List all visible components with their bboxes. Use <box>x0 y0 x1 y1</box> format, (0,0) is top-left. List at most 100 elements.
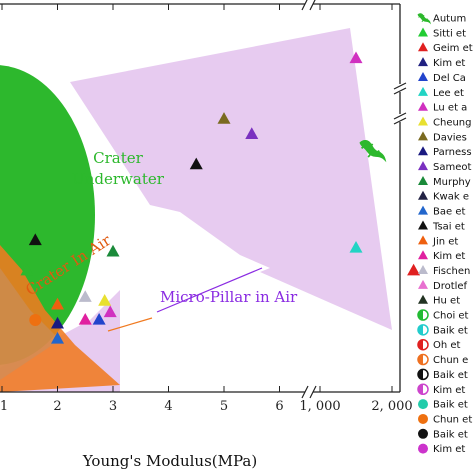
data-point <box>78 290 92 302</box>
y-break-mark <box>393 112 407 120</box>
legend-item: Kim et <box>417 383 465 396</box>
legend-marker <box>418 131 428 141</box>
legend-item: Baik et <box>418 399 468 411</box>
legend-marker <box>418 265 428 275</box>
legend-marker <box>418 279 428 289</box>
legend-marker <box>418 116 428 126</box>
legend-label: Bae et <box>433 207 465 218</box>
region-label-crater-underwater: Underwater <box>72 170 165 188</box>
legend-marker <box>418 57 428 67</box>
region-label-crater-underwater: Crater <box>93 149 143 167</box>
legend-marker <box>418 175 428 185</box>
legend-label: Lu et a <box>433 103 467 114</box>
x-break-mark <box>309 385 317 399</box>
legend-item: Jin et <box>418 235 458 247</box>
legend-label: Jin et <box>432 236 458 247</box>
data-point <box>78 312 92 325</box>
legend-item: Cheung <box>418 116 472 128</box>
legend-marker <box>418 146 428 156</box>
data-point <box>98 294 112 306</box>
top-break-mark <box>301 0 308 11</box>
legend-label: Autum <box>433 14 466 25</box>
legend-marker-fill <box>418 354 423 365</box>
legend-marker <box>418 42 428 52</box>
legend-label: Chun et <box>433 414 472 425</box>
region-label-micro-pillar: Micro-Pillar in Air <box>160 288 298 306</box>
x-tick-label: 2, 000 <box>371 399 412 414</box>
legend-item: Tsai et <box>418 220 465 232</box>
legend-item: Oh et <box>417 338 461 351</box>
x-tick-label: 1, 000 <box>299 399 340 414</box>
axes-layer: 1 2 3 4 5 6 1, 000 2, 000 <box>0 0 413 414</box>
x-tick-label: 3 <box>109 399 117 414</box>
legend-item: Lee et <box>418 86 464 99</box>
gecko-marker <box>359 139 387 163</box>
data-point <box>189 157 203 170</box>
legend-label: Kwak e <box>433 192 469 203</box>
legend-item: Kim et <box>418 57 465 69</box>
legend-marker <box>418 428 428 439</box>
data-point <box>349 240 363 253</box>
legend-label: Del Ca <box>433 73 466 84</box>
data-point <box>29 313 42 326</box>
legend-marker <box>418 413 428 424</box>
legend-label: Baik et <box>433 429 468 440</box>
gecko-shape <box>359 139 387 163</box>
legend-label: Lee et <box>433 88 464 99</box>
legend-marker <box>418 399 428 410</box>
legend-item: Sitti et <box>418 27 466 39</box>
legend: Autum Sitti et Geim et Kim et Del Ca Lee et Lu… <box>417 13 473 455</box>
legend-label: Geim et <box>433 43 473 54</box>
data-point <box>217 112 231 124</box>
legend-marker <box>418 220 428 230</box>
legend-label: Oh et <box>433 340 461 351</box>
data-point <box>407 263 421 276</box>
legend-item: Autum <box>417 13 466 25</box>
leader-line <box>156 267 263 313</box>
top-break-gap <box>305 0 313 10</box>
x-tick-label: 4 <box>164 399 172 414</box>
legend-label: Parness <box>433 147 472 158</box>
x-tick-label: 5 <box>220 399 228 414</box>
legend-item: Hu et <box>418 294 460 307</box>
legend-label: Tsai et <box>432 221 465 232</box>
legend-item: Choi et <box>417 309 469 322</box>
data-point <box>245 127 259 139</box>
legend-label: Murphy <box>433 177 471 188</box>
y-break-gap <box>394 84 406 92</box>
regions-layer <box>0 28 392 392</box>
x-axis-title: Young's Modulus(MPa) <box>82 452 257 470</box>
legend-item: Lu et a <box>418 101 467 114</box>
legend-item: Kim et <box>418 443 465 455</box>
legend-item: Kim et <box>418 250 465 262</box>
legend-label: Kim et <box>433 251 465 262</box>
x-tick-label: 1 <box>0 399 8 414</box>
legend-marker <box>418 294 428 304</box>
legend-marker-fill <box>418 369 423 380</box>
data-point <box>51 297 64 310</box>
legend-item: Chun et <box>418 413 472 425</box>
legend-item: Chun e <box>417 353 468 366</box>
data-point <box>51 316 64 329</box>
legend-label: Cheung <box>433 117 472 128</box>
legend-item: Kwak e <box>418 190 469 203</box>
top-break-mark <box>309 0 316 11</box>
legend-label: Hu et <box>433 296 460 307</box>
gecko-shape <box>417 13 431 25</box>
points-layer <box>20 51 421 344</box>
legend-item: Geim et <box>418 42 473 54</box>
legend-label: Choi et <box>433 311 469 322</box>
data-point <box>20 263 34 276</box>
legend-label: Baik et <box>433 325 468 336</box>
data-point <box>51 331 64 344</box>
y-break-mark <box>393 82 407 90</box>
legend-marker <box>418 205 428 215</box>
legend-marker-fill <box>418 339 423 350</box>
y-break-mark <box>393 117 407 125</box>
legend-label: Davies <box>433 132 467 143</box>
y-break-gap <box>394 114 406 122</box>
legend-item: Baik et <box>417 324 468 336</box>
legend-label: Baik et <box>433 400 468 411</box>
legend-label: Sitti et <box>433 28 466 39</box>
legend-item: Baik et <box>418 428 468 440</box>
